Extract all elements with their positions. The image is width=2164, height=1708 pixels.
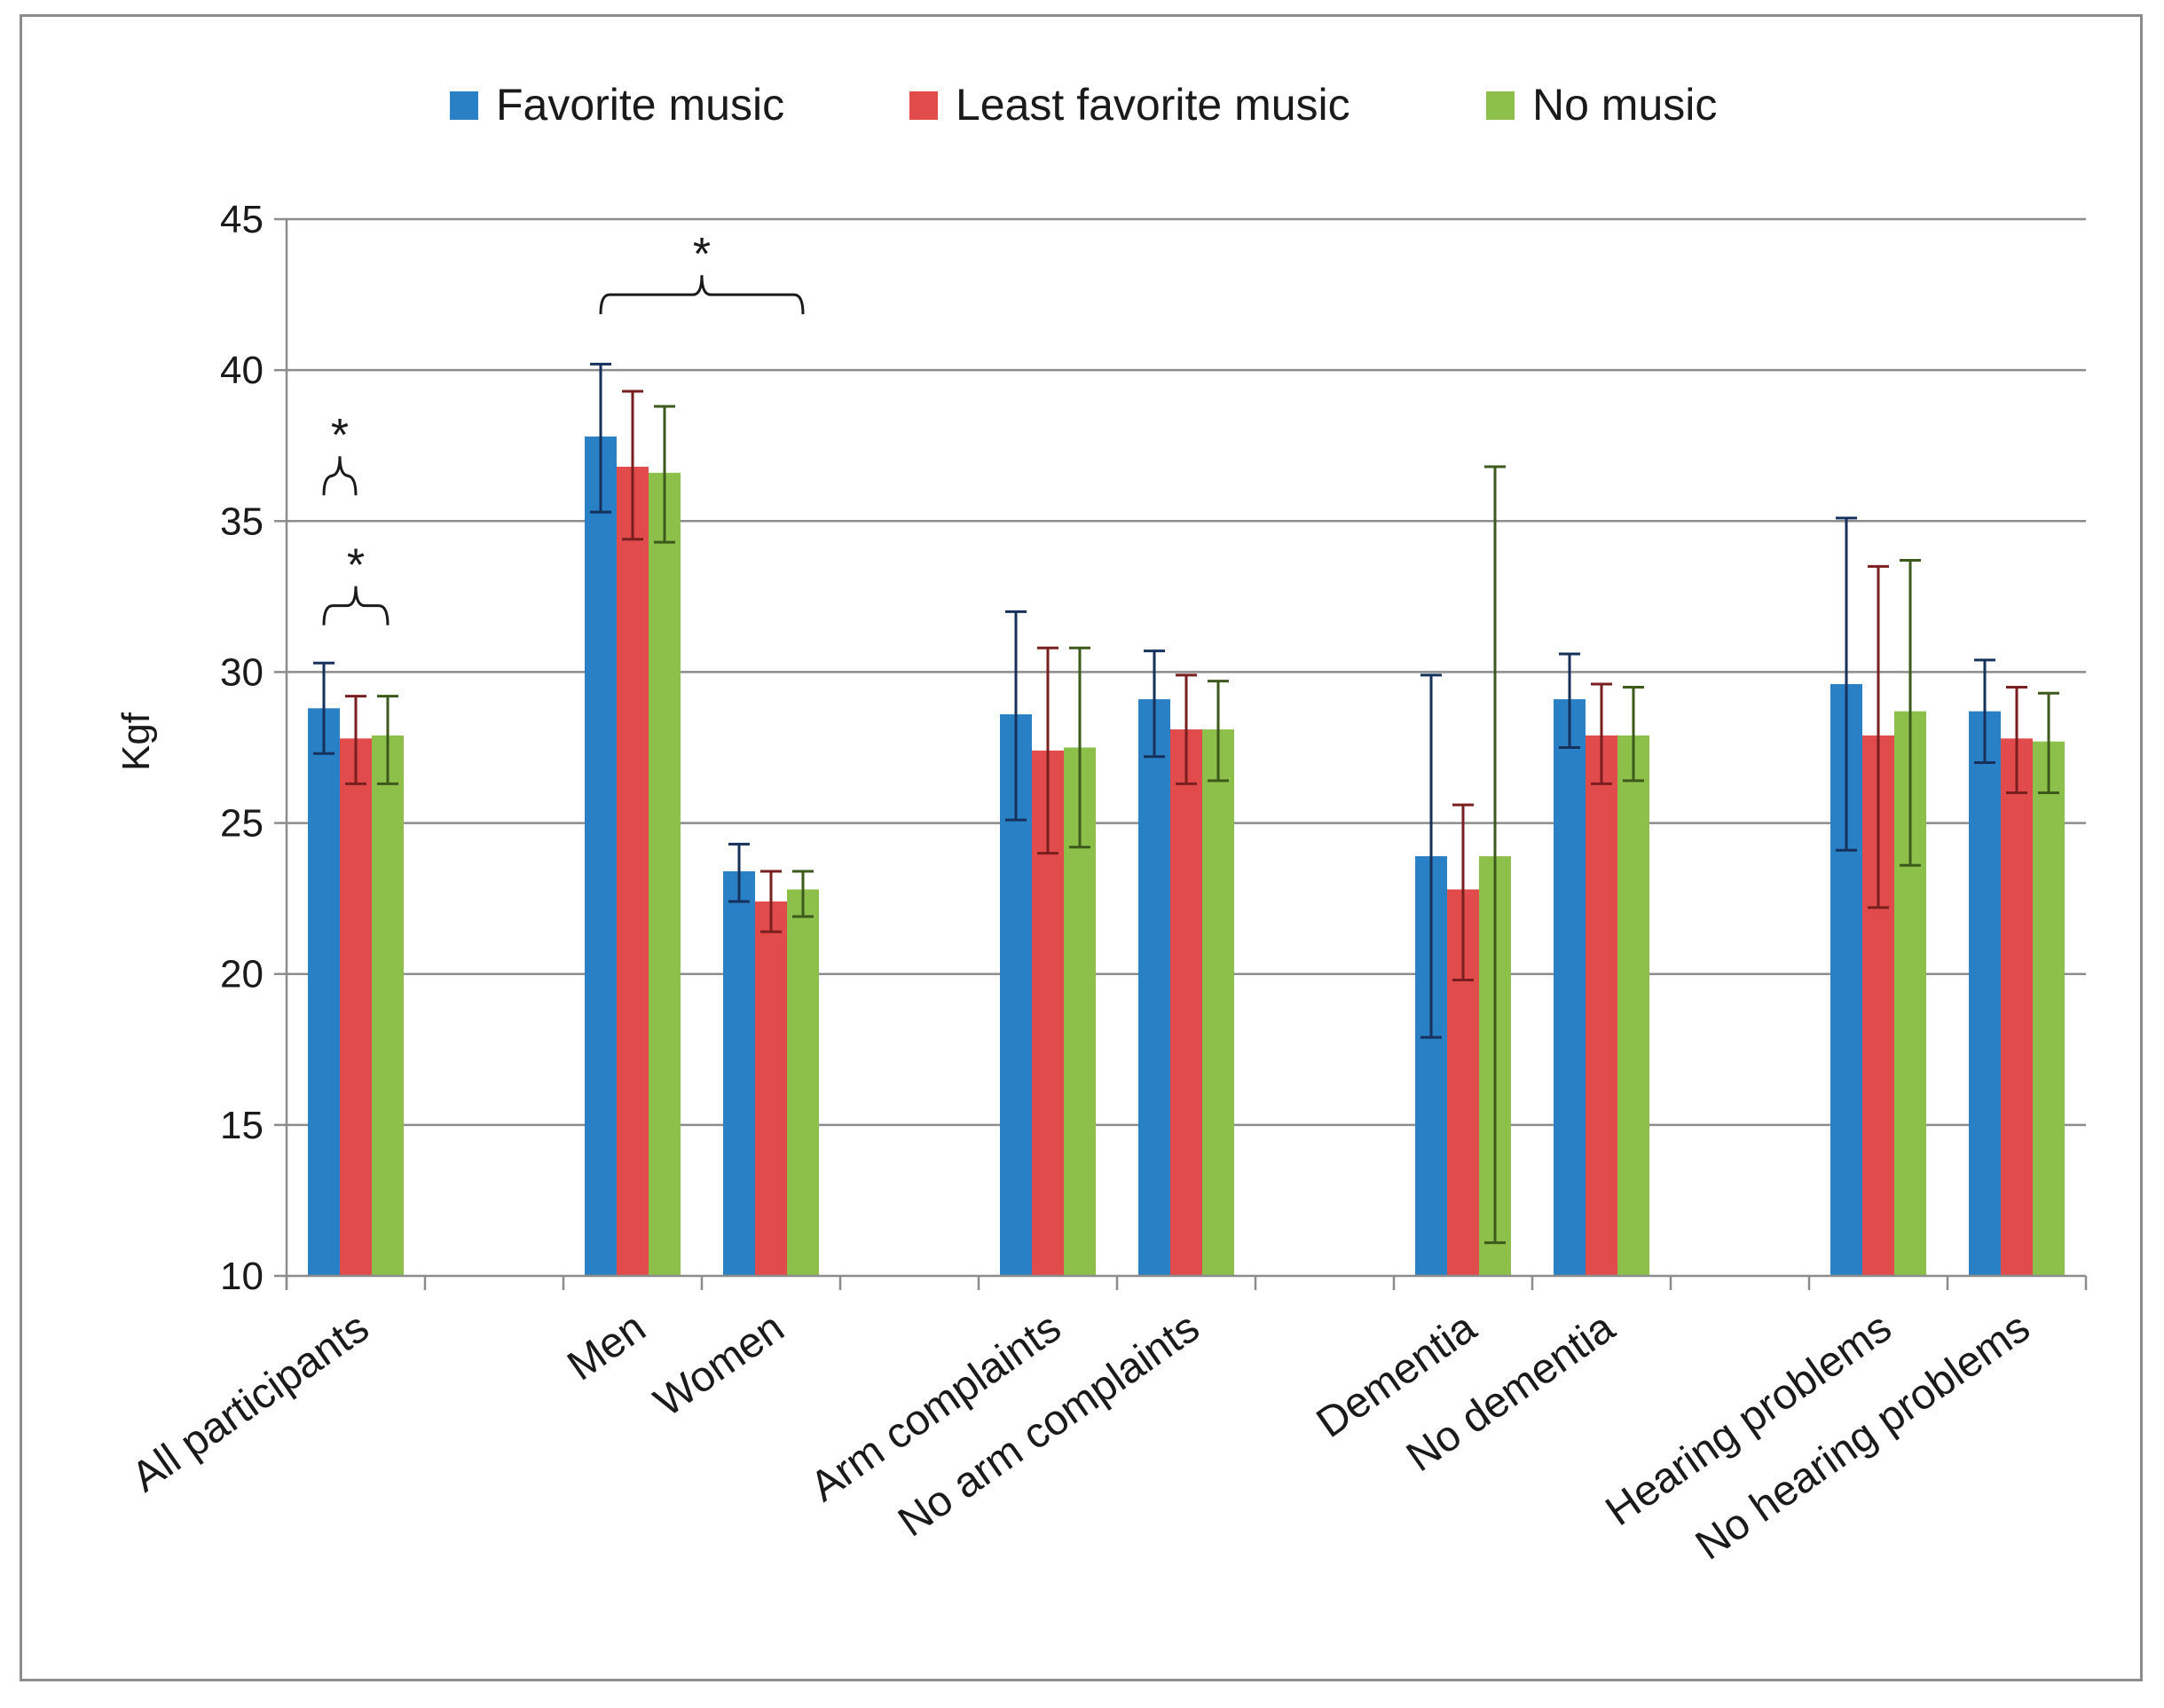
error-bar (1176, 673, 1197, 785)
y-tick-label: 20 (220, 953, 264, 996)
bar (1586, 735, 1617, 1276)
legend-item: Least favorite music (909, 80, 1350, 130)
bracket-path (599, 275, 805, 315)
bar (2033, 741, 2065, 1276)
significance-star: * (693, 229, 711, 280)
error-bar (590, 362, 611, 514)
significance-bracket (322, 456, 358, 496)
error-bar (1868, 564, 1889, 909)
error-bar (1069, 646, 1090, 849)
x-category-label: All participants (123, 1304, 377, 1501)
bar (755, 901, 787, 1276)
error-bar (728, 842, 750, 903)
y-tick-label: 10 (220, 1255, 264, 1298)
error-bar (1836, 516, 1857, 852)
error-bar (345, 695, 366, 785)
y-tick-label: 15 (220, 1104, 264, 1147)
legend: Favorite music Least favorite music No mus… (450, 80, 1717, 130)
bars (308, 437, 2065, 1276)
error-bar (1623, 685, 1644, 783)
bar (723, 871, 755, 1276)
bar (1617, 735, 1649, 1276)
error-bar (1420, 673, 1442, 1039)
error-bar (2038, 691, 2059, 795)
chart-canvas: 10 15 20 25 30 35 40 45 All participants MenWomen… (114, 80, 2088, 1570)
bar (1554, 699, 1586, 1276)
legend-swatch (1486, 91, 1515, 120)
significance-bracket (322, 586, 390, 626)
error-bar (313, 661, 334, 755)
error-bars (313, 362, 2059, 1245)
legend-label: No music (1532, 80, 1717, 130)
x-category-label: Women (646, 1304, 792, 1427)
bar (340, 738, 372, 1276)
legend-swatch (450, 91, 478, 120)
error-bar (1900, 559, 1921, 867)
legend-label: Least favorite music (956, 80, 1350, 130)
error-bar (377, 695, 398, 785)
error-bar (1208, 680, 1229, 783)
x-category-label: Men (559, 1304, 654, 1390)
bar (585, 437, 617, 1276)
legend-swatch (909, 91, 938, 120)
bar (617, 467, 649, 1276)
significance-star: * (331, 410, 349, 461)
legend-item: No music (1486, 80, 1717, 130)
legend-label: Favorite music (496, 80, 784, 130)
bar (308, 708, 340, 1276)
error-bar (792, 870, 814, 918)
significance-annotations: * * * (322, 229, 805, 626)
chart-frame: 10 15 20 25 30 35 40 45 All participants Men Women… (20, 14, 2143, 1681)
error-bar (654, 405, 675, 544)
axes: 10 15 20 25 30 35 40 45 All participants MenWomen… (123, 198, 2088, 1570)
error-bar (1037, 646, 1058, 855)
bar (1969, 711, 2001, 1276)
y-tick-label: 30 (220, 650, 264, 694)
bar (1138, 699, 1170, 1276)
bracket-path (322, 456, 358, 496)
significance-bracket (599, 275, 805, 315)
significance-star: * (347, 540, 365, 592)
bar (2001, 738, 2033, 1276)
y-tick-label: 45 (220, 198, 264, 241)
error-bar (1484, 465, 1506, 1245)
error-bar (1452, 803, 1474, 982)
bar (1202, 729, 1234, 1276)
error-bar (760, 870, 782, 933)
bar (649, 472, 681, 1276)
y-tick-label: 35 (220, 500, 264, 543)
bracket-path (322, 586, 390, 626)
y-tick-label: 25 (220, 802, 264, 846)
error-bar (2006, 685, 2027, 795)
bar (787, 889, 819, 1276)
bar (1170, 729, 1202, 1276)
error-bar (1144, 649, 1165, 759)
error-bar (1591, 682, 1612, 785)
error-bar (1005, 610, 1027, 822)
bar (372, 735, 404, 1276)
error-bar (622, 390, 643, 541)
y-tick-label: 40 (220, 349, 264, 392)
y-axis-title: Kgf (114, 712, 158, 771)
legend-item: Favorite music (450, 80, 784, 130)
error-bar (1974, 658, 1995, 765)
error-bar (1559, 652, 1580, 749)
